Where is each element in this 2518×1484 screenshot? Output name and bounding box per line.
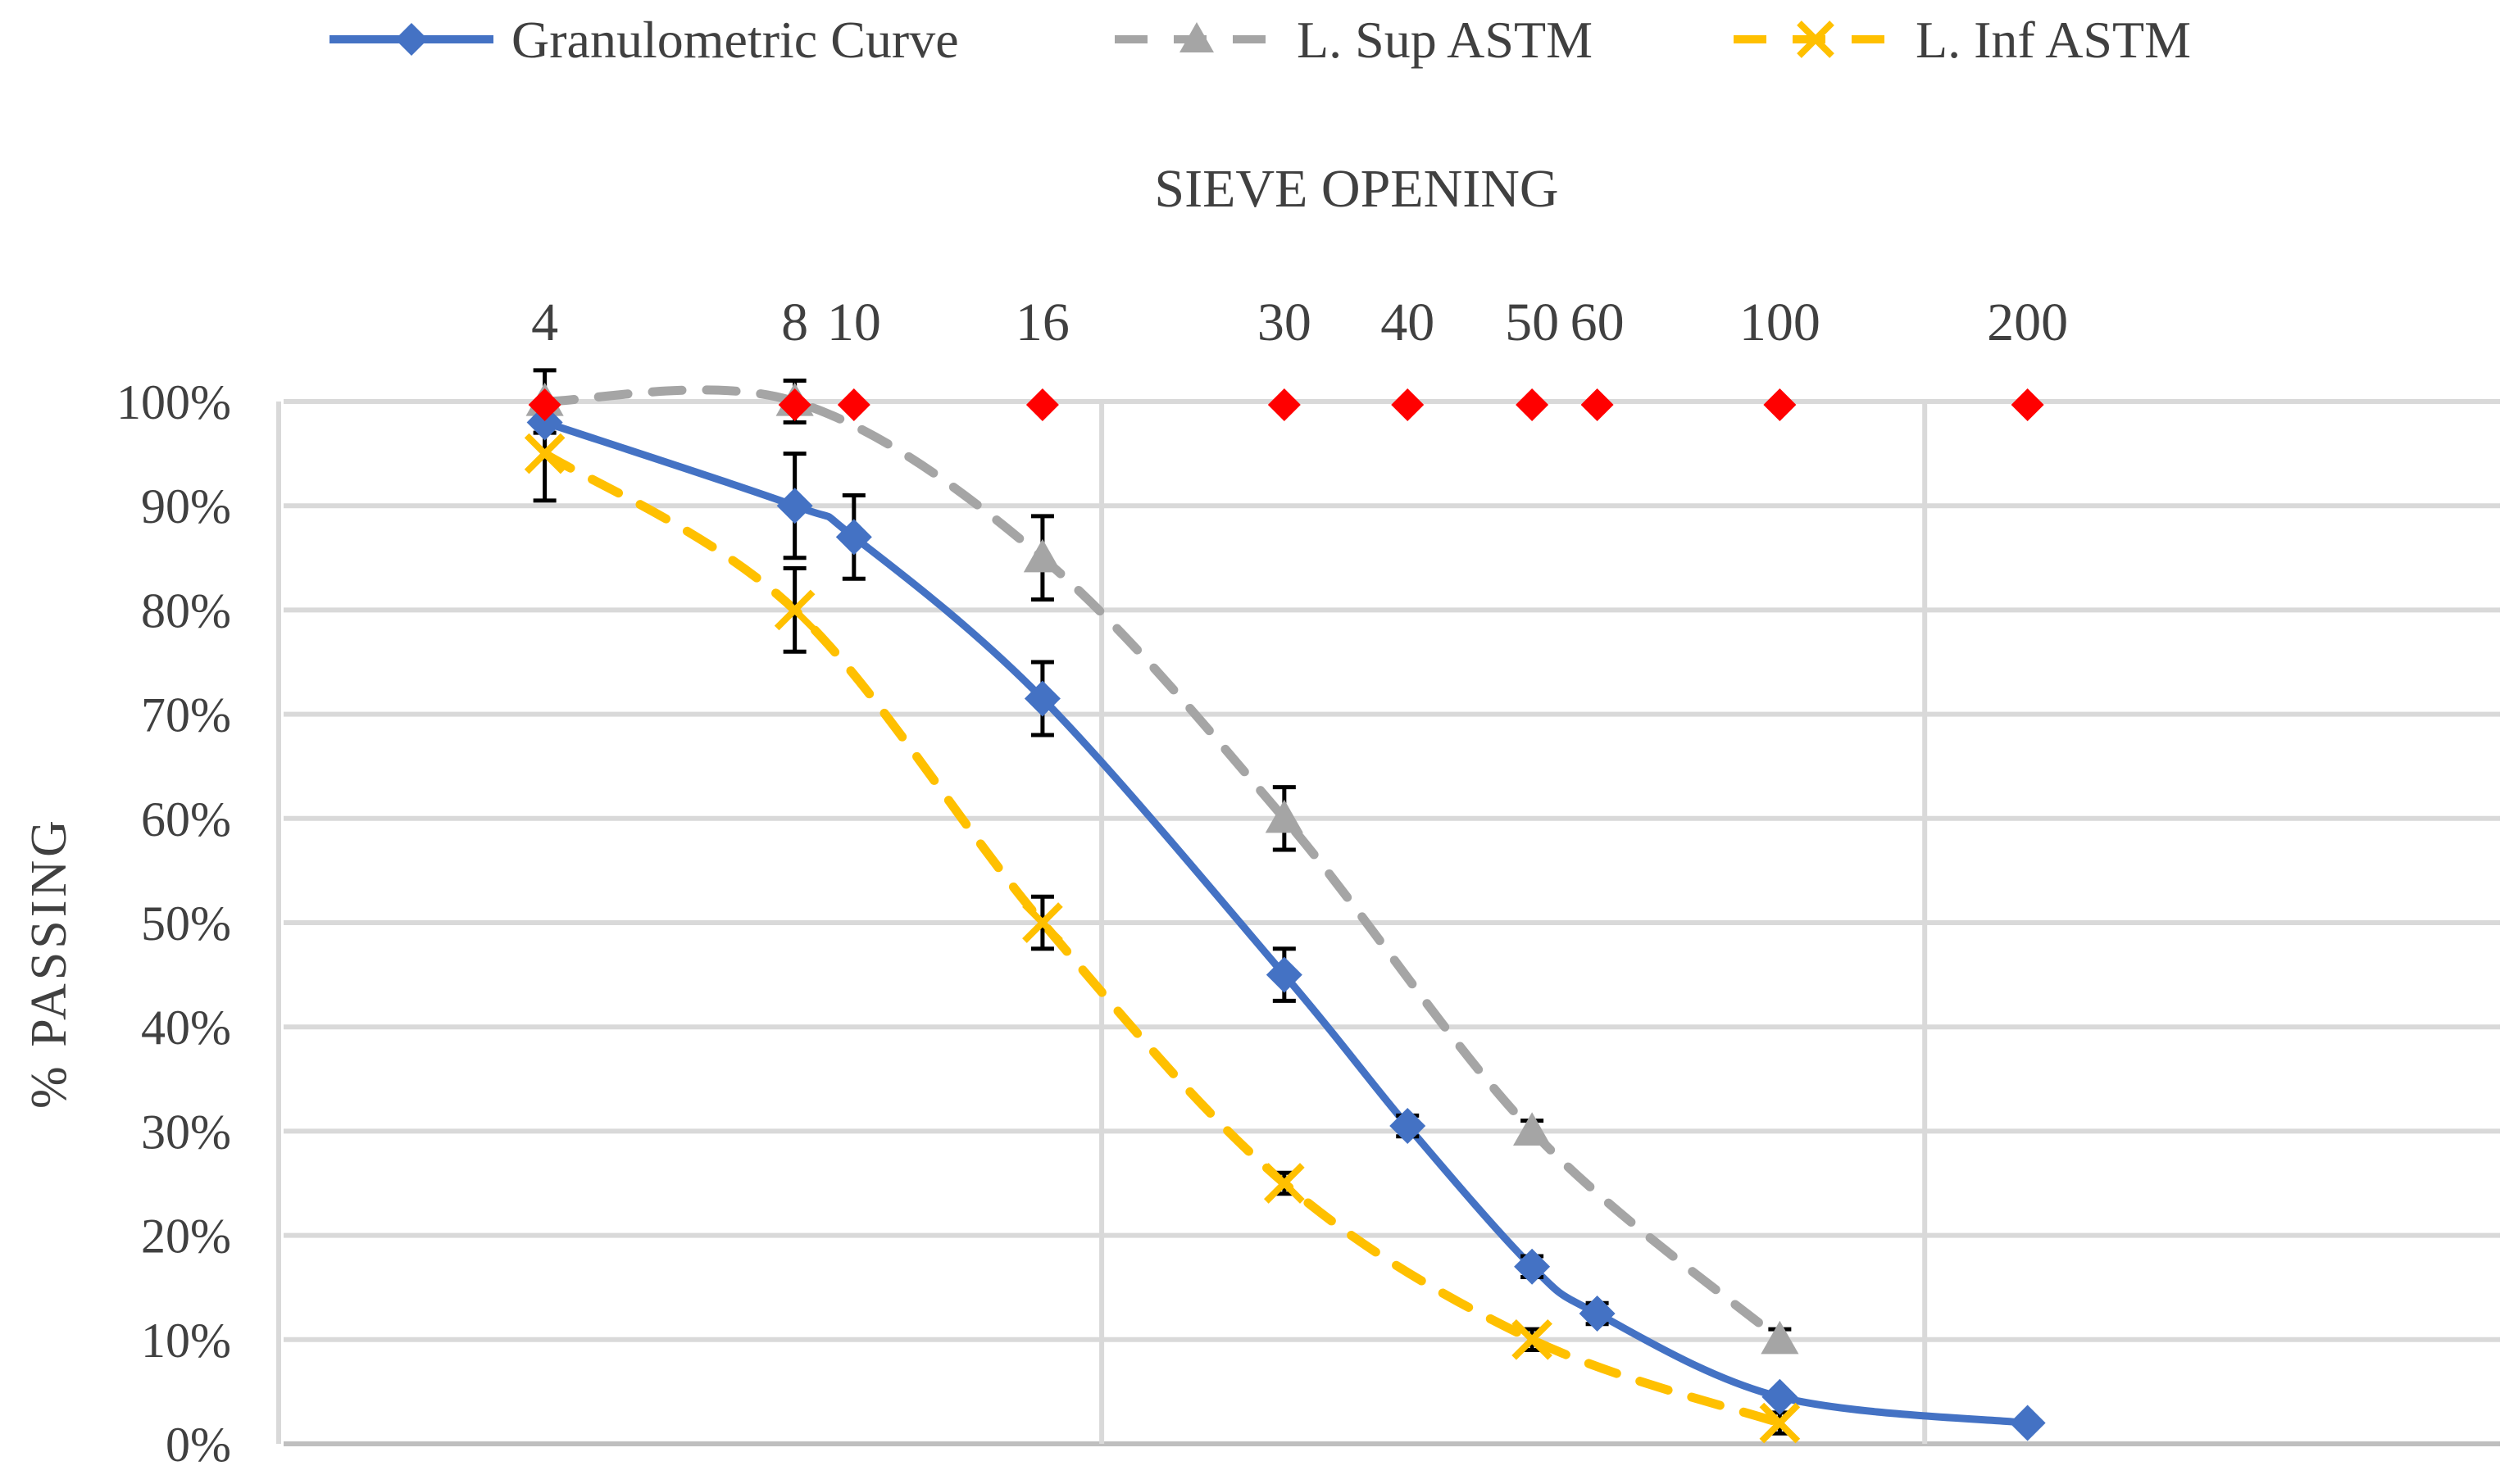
y-tick-label: 60% bbox=[141, 792, 231, 846]
sieve-marker bbox=[837, 388, 870, 421]
sieve-label: 16 bbox=[1016, 293, 1070, 352]
series-line-granulometric-curve bbox=[541, 418, 2032, 1427]
sieve-label: 10 bbox=[827, 293, 881, 352]
sieve-marker bbox=[778, 388, 811, 421]
y-tick-label: 80% bbox=[141, 583, 231, 638]
legend: Granulometric Curve L. Sup ASTM L. Inf AST… bbox=[330, 11, 2191, 69]
y-tick-label: 70% bbox=[141, 688, 231, 742]
sieve-markers bbox=[528, 388, 2044, 421]
y-tick-label: 30% bbox=[141, 1105, 231, 1159]
y-tick-label: 20% bbox=[141, 1209, 231, 1264]
y-axis-label: % PASSING bbox=[21, 817, 77, 1109]
data-point-granulometric-curve bbox=[1579, 1296, 1616, 1332]
y-tick-label: 0% bbox=[166, 1418, 231, 1472]
series-markers bbox=[524, 382, 2046, 1444]
error-bars bbox=[533, 368, 1792, 1436]
data-point-granulometric-curve bbox=[1389, 1108, 1426, 1145]
sieve-marker bbox=[1391, 388, 1425, 421]
data-point-l-inf-astm bbox=[1511, 1318, 1552, 1360]
y-tick-label: 90% bbox=[141, 479, 231, 533]
sieve-labels: 4 8 10 16 30 40 50 60 100 200 bbox=[531, 293, 2068, 352]
data-point-granulometric-curve bbox=[1266, 956, 1302, 993]
y-tick-label: 10% bbox=[141, 1314, 231, 1368]
legend-item: Granulometric Curve bbox=[330, 11, 959, 69]
data-point-l-inf-astm bbox=[774, 589, 816, 631]
series-lines bbox=[540, 385, 2032, 1428]
y-tick-label: 100% bbox=[116, 375, 231, 429]
sieve-label: 100 bbox=[1739, 293, 1820, 352]
gridlines bbox=[276, 399, 2500, 1446]
sieve-label: 50 bbox=[1505, 293, 1559, 352]
y-tick-label: 40% bbox=[141, 1001, 231, 1055]
sieve-marker bbox=[1025, 388, 1059, 421]
sieve-marker bbox=[1580, 388, 1614, 421]
sieve-label: 4 bbox=[531, 293, 558, 352]
sieve-label: 40 bbox=[1380, 293, 1434, 352]
sieve-label: 8 bbox=[781, 293, 808, 352]
data-point-granulometric-curve bbox=[526, 404, 563, 441]
sieve-marker bbox=[1516, 388, 1549, 421]
data-point-l-sup-astm bbox=[1761, 1320, 1799, 1355]
series-line-l-sup-astm bbox=[540, 385, 1784, 1345]
data-point-granulometric-curve bbox=[776, 488, 813, 524]
data-point-granulometric-curve bbox=[835, 519, 872, 556]
data-point-l-sup-astm bbox=[1513, 1112, 1552, 1146]
data-point-l-sup-astm bbox=[1265, 799, 1303, 833]
series-line-l-inf-astm bbox=[540, 449, 1784, 1428]
data-point-granulometric-curve bbox=[1761, 1378, 1798, 1415]
sieve-marker bbox=[1267, 388, 1301, 421]
legend-marker bbox=[395, 23, 428, 56]
data-point-l-inf-astm bbox=[1264, 1163, 1305, 1204]
sieve-marker bbox=[2011, 388, 2044, 421]
data-point-l-inf-astm bbox=[524, 433, 566, 474]
sieve-marker bbox=[1763, 388, 1797, 421]
data-point-l-inf-astm bbox=[1022, 902, 1063, 943]
legend-item: L. Sup ASTM bbox=[1115, 11, 1593, 69]
legend-label: L. Sup ASTM bbox=[1297, 11, 1593, 69]
sieve-marker bbox=[528, 388, 561, 421]
legend-marker bbox=[1179, 22, 1214, 52]
legend-label: L. Inf ASTM bbox=[1916, 11, 2191, 69]
data-point-granulometric-curve bbox=[1024, 680, 1061, 717]
chart-title: SIEVE OPENING bbox=[1154, 159, 1558, 219]
legend-item: L. Inf ASTM bbox=[1734, 11, 2191, 69]
sieve-label: 60 bbox=[1570, 293, 1625, 352]
legend-marker bbox=[1797, 20, 1834, 58]
legend-label: Granulometric Curve bbox=[511, 11, 959, 69]
data-point-granulometric-curve bbox=[2009, 1405, 2046, 1441]
y-tick-label: 50% bbox=[141, 896, 231, 951]
data-point-l-inf-astm bbox=[1759, 1402, 1801, 1444]
data-point-l-sup-astm bbox=[1023, 538, 1062, 573]
sieve-label: 200 bbox=[1987, 293, 2068, 352]
data-point-granulometric-curve bbox=[1514, 1248, 1551, 1285]
sieve-label: 30 bbox=[1257, 293, 1311, 352]
y-axis-ticks: 0% 10% 20% 30% 40% 50% 60% 70% 80% 90% 100% bbox=[116, 375, 231, 1472]
